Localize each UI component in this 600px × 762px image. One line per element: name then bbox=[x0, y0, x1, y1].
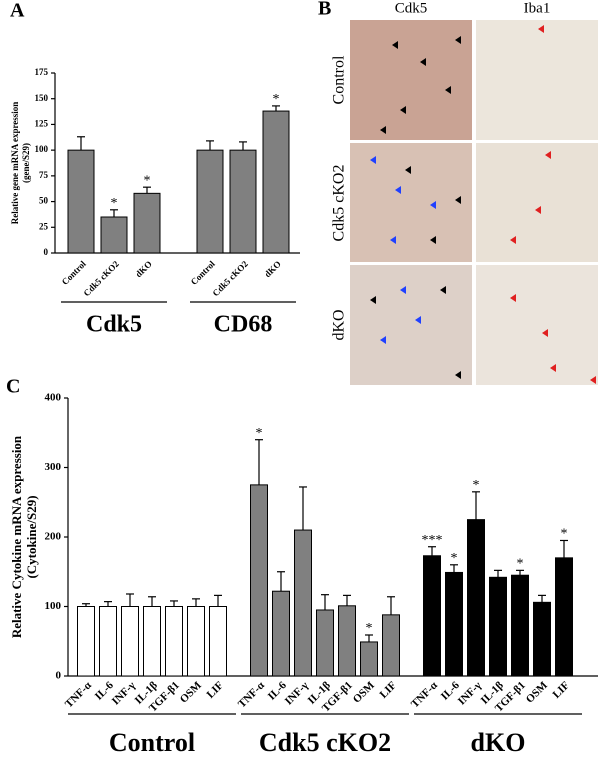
x-tick-label: Control bbox=[60, 258, 89, 287]
bar bbox=[121, 606, 139, 677]
legend-label: Cdk5 cKO2 bbox=[259, 728, 391, 757]
bar bbox=[445, 571, 463, 677]
x-tick-label: INF-γ bbox=[283, 679, 311, 707]
legend-label: dKO bbox=[471, 728, 526, 757]
bar bbox=[338, 605, 356, 677]
bar bbox=[100, 216, 128, 254]
bar bbox=[511, 574, 529, 677]
bar bbox=[533, 601, 551, 677]
bar bbox=[196, 149, 224, 254]
micrograph bbox=[476, 143, 598, 262]
y-tick-label: 100 bbox=[35, 144, 49, 154]
micrograph bbox=[350, 143, 472, 262]
y-tick-label: 0 bbox=[44, 247, 49, 257]
panel-label: A bbox=[10, 0, 25, 22]
x-tick-label: Cdk5 cKO2 bbox=[210, 258, 250, 298]
y-tick-label: 25 bbox=[39, 221, 49, 231]
y-tick-label: 50 bbox=[39, 196, 49, 206]
x-tick-label: INF-γ bbox=[456, 679, 484, 707]
x-tick-label: dKO bbox=[262, 259, 283, 280]
significance-label: *** bbox=[422, 533, 443, 548]
y-tick-label: 0 bbox=[56, 670, 62, 682]
significance-label: * bbox=[451, 551, 458, 566]
micrograph bbox=[476, 20, 598, 140]
bar bbox=[467, 519, 485, 677]
row-label: Cdk5 cKO2 bbox=[331, 165, 348, 242]
y-axis-label: Relative Cytokine mRNA expression bbox=[9, 435, 24, 638]
x-tick-label: OSM bbox=[524, 679, 551, 706]
group-label: Cdk5 bbox=[86, 312, 142, 338]
y-tick-label: 100 bbox=[45, 600, 62, 612]
x-tick-label: TNF-α bbox=[409, 679, 441, 711]
bar bbox=[143, 606, 161, 677]
x-tick-label: LIF bbox=[550, 679, 572, 701]
bar bbox=[489, 576, 507, 677]
x-tick-label: LIF bbox=[377, 679, 399, 701]
row-label: Control bbox=[331, 55, 348, 104]
micrograph bbox=[476, 265, 598, 385]
bar bbox=[250, 484, 268, 677]
group-label: CD68 bbox=[214, 312, 273, 338]
x-tick-label: Cdk5 cKO2 bbox=[81, 258, 121, 298]
significance-label: * bbox=[473, 478, 480, 493]
bar bbox=[294, 529, 312, 677]
y-axis-label: Relative gene mRNA expression bbox=[10, 102, 20, 225]
y-tick-label: 125 bbox=[35, 118, 49, 128]
bar bbox=[423, 555, 441, 677]
significance-label: * bbox=[111, 196, 118, 211]
x-tick-label: OSM bbox=[178, 679, 205, 706]
bar bbox=[209, 606, 227, 677]
y-tick-label: 200 bbox=[45, 531, 62, 543]
bar bbox=[133, 192, 161, 254]
x-tick-label: LIF bbox=[204, 679, 226, 701]
x-tick-label: Control bbox=[189, 258, 218, 287]
y-tick-label: 400 bbox=[45, 392, 62, 404]
bar bbox=[77, 606, 95, 677]
bar bbox=[229, 149, 257, 254]
y-axis-label: (gene/S29) bbox=[21, 143, 31, 183]
x-tick-label: INF-γ bbox=[110, 679, 138, 707]
y-tick-label: 300 bbox=[45, 461, 62, 473]
bar bbox=[187, 606, 205, 677]
legend-label: Control bbox=[109, 728, 195, 757]
bar bbox=[382, 614, 400, 677]
x-tick-label: OSM bbox=[351, 679, 378, 706]
significance-label: * bbox=[366, 621, 373, 636]
x-tick-label: TNF-α bbox=[63, 679, 95, 711]
significance-label: * bbox=[273, 92, 280, 107]
panel-label: B bbox=[318, 0, 331, 20]
bar bbox=[262, 110, 290, 254]
significance-label: * bbox=[144, 173, 151, 188]
column-header: Cdk5 bbox=[395, 0, 428, 16]
row-label: dKO bbox=[331, 309, 348, 340]
bar bbox=[165, 606, 183, 677]
y-tick-label: 75 bbox=[39, 170, 49, 180]
panel-label: C bbox=[6, 376, 20, 398]
y-axis-label: (Cytokine/S29) bbox=[24, 495, 39, 578]
x-tick-label: TNF-α bbox=[236, 679, 268, 711]
y-tick-label: 150 bbox=[35, 93, 49, 103]
micrograph bbox=[350, 265, 472, 385]
significance-label: * bbox=[561, 527, 568, 542]
significance-label: * bbox=[517, 557, 524, 572]
bar bbox=[555, 557, 573, 677]
bar bbox=[67, 149, 95, 254]
bar bbox=[360, 641, 378, 677]
bar bbox=[272, 590, 290, 677]
micrographs bbox=[350, 20, 598, 385]
bar bbox=[99, 606, 117, 677]
x-tick-label: dKO bbox=[133, 259, 154, 280]
significance-label: * bbox=[256, 426, 263, 441]
bar bbox=[316, 609, 334, 677]
y-tick-label: 175 bbox=[35, 67, 49, 77]
micrograph bbox=[350, 20, 472, 140]
column-header: Iba1 bbox=[524, 0, 551, 16]
